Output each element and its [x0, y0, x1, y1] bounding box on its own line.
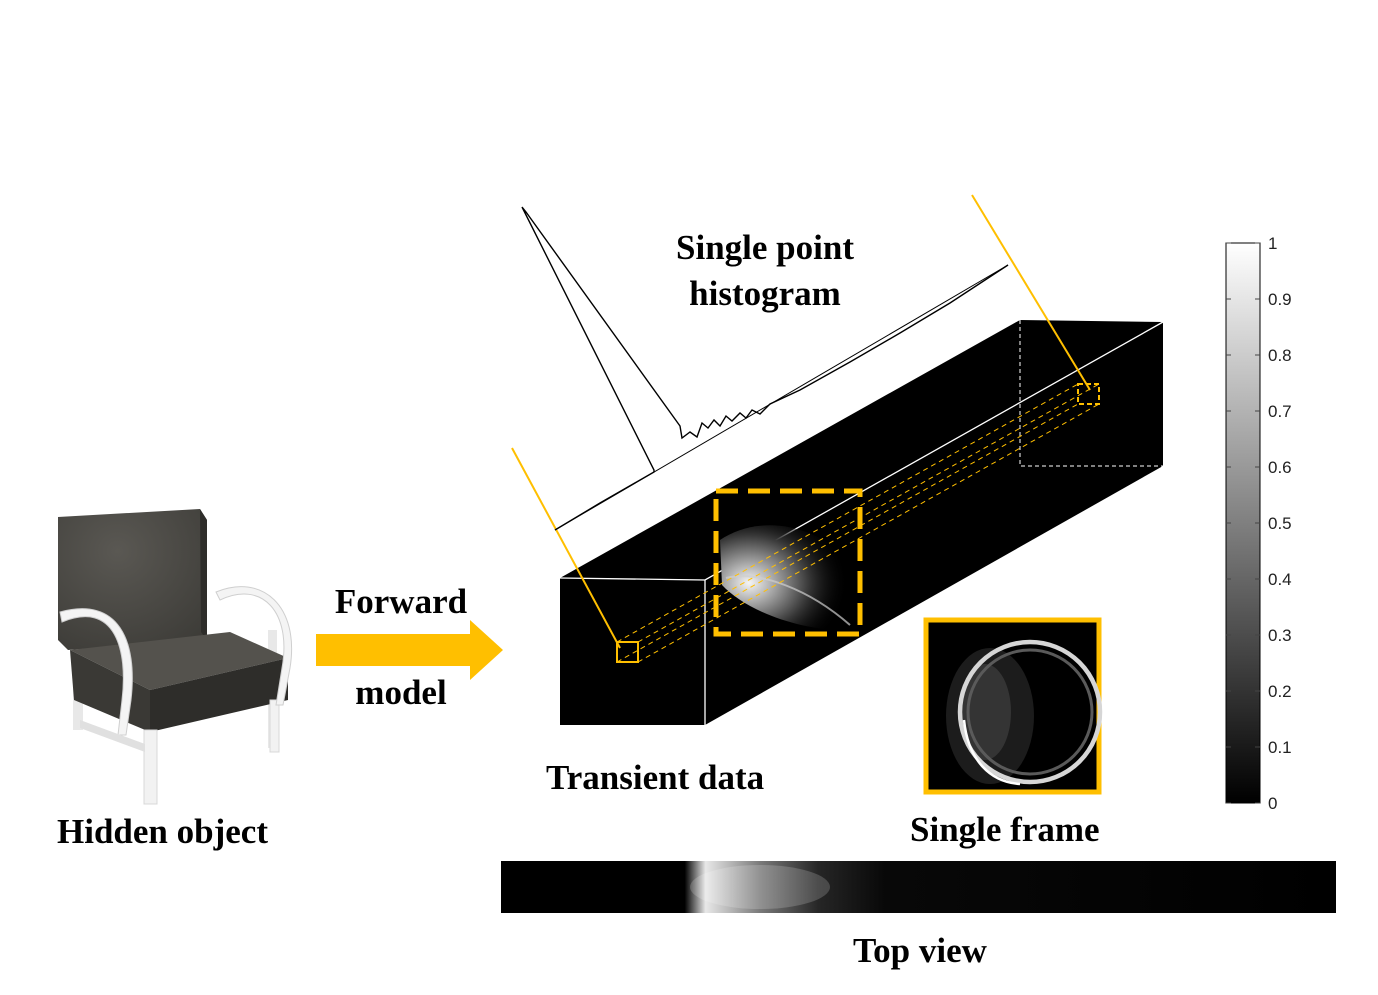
forward-arrow [316, 620, 503, 680]
chair-image [58, 509, 292, 805]
histogram-leader-left [511, 447, 621, 649]
forward-model-label-line2: model [355, 673, 447, 712]
single-frame-image [923, 617, 1103, 795]
pixel-selector-back [1077, 383, 1100, 405]
trace-rays [616, 383, 1100, 663]
frame-selector [713, 488, 863, 637]
top-view-image [501, 861, 1336, 913]
histogram-label-line1: Single point [676, 228, 854, 267]
top-view-label: Top view [853, 931, 987, 970]
forward-model-label-line1: Forward [334, 582, 468, 621]
hidden-object-label: Hidden object [57, 812, 268, 851]
histogram-plot [521, 206, 1009, 531]
single-frame-label: Single frame [910, 810, 1100, 849]
pixel-selector-front [616, 641, 639, 663]
histogram-leader-right [971, 194, 1091, 391]
colorbar [1225, 242, 1261, 804]
transient-data-label: Transient data [546, 758, 765, 797]
histogram-label-line2: histogram [689, 274, 841, 313]
wavefront-glow [720, 525, 852, 631]
